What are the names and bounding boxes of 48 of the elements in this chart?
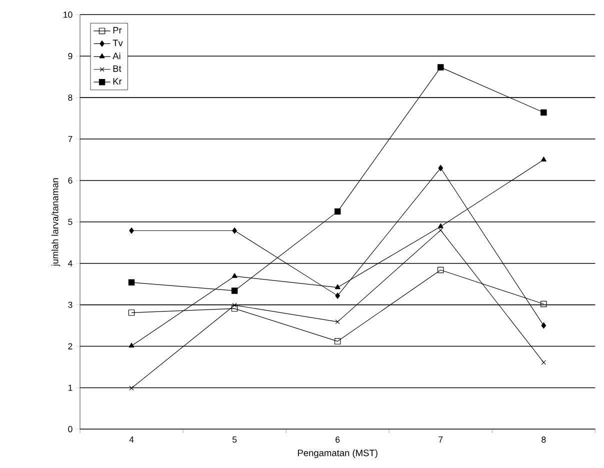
legend-label: Pr (113, 26, 122, 34)
y-tick-label: 7 (68, 136, 72, 142)
y-tick-label: 5 (68, 218, 72, 225)
y-tick-label: 8 (68, 94, 72, 101)
x-tick-label: 8 (542, 436, 546, 443)
point (128, 279, 135, 286)
x-tick-label: 5 (232, 436, 237, 443)
point (540, 109, 547, 116)
legend-label: Kr (113, 78, 122, 84)
y-tick-label: 2 (68, 343, 72, 350)
point (129, 386, 134, 390)
y-tick-label: 9 (68, 52, 72, 60)
point (232, 302, 237, 308)
x-axis-title: Pengamatan (MST) (298, 449, 378, 458)
point (334, 284, 340, 289)
y-tick-label: 10 (64, 11, 72, 18)
y-axis-title: jumlah larva/tanaman (52, 178, 60, 266)
x-tick-label: 4 (129, 436, 134, 442)
point (334, 338, 341, 344)
point (128, 342, 134, 348)
point (335, 319, 340, 324)
x-tick-label: 6 (336, 436, 340, 443)
point (334, 208, 341, 215)
x-tick-label: 7 (438, 436, 443, 442)
point (438, 64, 444, 70)
point (128, 309, 135, 316)
y-tick-label: 3 (68, 302, 72, 308)
point (129, 227, 134, 234)
point (335, 292, 340, 299)
point (231, 305, 238, 312)
y-tick-label: 4 (68, 260, 72, 266)
point (232, 272, 238, 278)
point (438, 228, 443, 232)
point (541, 322, 546, 329)
point (540, 300, 547, 307)
legend-label: Bt (113, 65, 122, 72)
point (438, 266, 444, 273)
y-tick-label: 1 (68, 384, 72, 391)
y-tick-label: 6 (68, 177, 72, 184)
legend-label: Tv (112, 40, 123, 46)
legend-label: Ai (112, 52, 120, 60)
point (231, 287, 238, 294)
point (540, 156, 546, 162)
point (438, 164, 444, 172)
y-tick-label: 0 (68, 426, 72, 432)
point (438, 223, 444, 228)
point (541, 360, 546, 365)
point (232, 227, 237, 234)
